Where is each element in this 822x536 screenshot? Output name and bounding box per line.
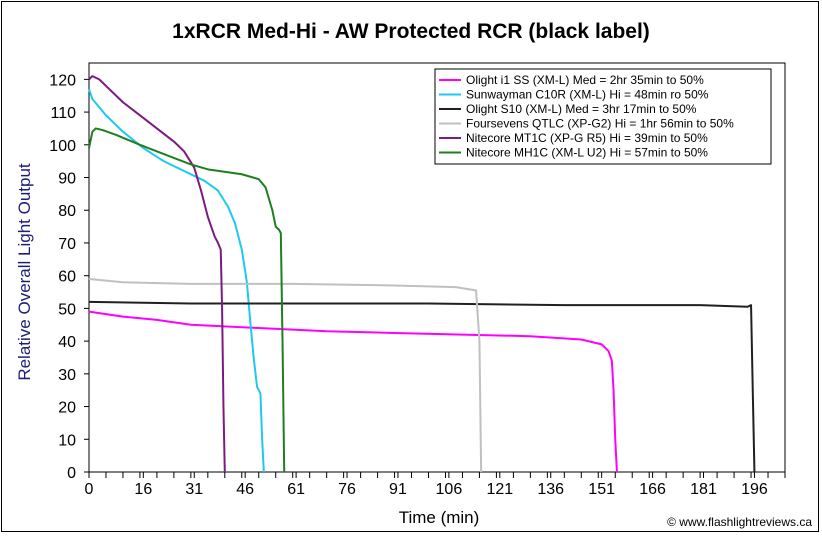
legend-label: Foursevens QTLC (XP-G2) Hi = 1hr 56min t… bbox=[466, 117, 734, 131]
x-tick-label: 46 bbox=[236, 481, 254, 498]
legend-label: Olight S10 (XM-L) Med = 3hr 17min to 50% bbox=[466, 102, 697, 116]
x-tick-label: 61 bbox=[287, 481, 305, 498]
x-tick-label: 121 bbox=[486, 481, 513, 498]
series-line-3 bbox=[88, 300, 756, 473]
y-tick-label: 70 bbox=[58, 236, 76, 253]
x-tick-label: 196 bbox=[741, 481, 768, 498]
x-tick-label: 181 bbox=[690, 481, 717, 498]
legend-label: Sunwayman C10R (XM-L) Hi = 48min ro 50% bbox=[466, 88, 709, 102]
y-axis-title: Relative Overall Light Output bbox=[15, 163, 34, 381]
legend-label: Olight i1 SS (XM-L) Med = 2hr 35min to 5… bbox=[466, 73, 704, 87]
x-tick-label: 136 bbox=[537, 481, 564, 498]
x-tick-label: 106 bbox=[436, 481, 463, 498]
legend-label: Nitecore MH1C (XM-L U2) Hi = 57min to 50… bbox=[466, 146, 708, 160]
x-tick-label: 0 bbox=[85, 481, 94, 498]
y-tick-label: 20 bbox=[58, 400, 76, 417]
x-tick-label: 76 bbox=[338, 481, 356, 498]
x-tick-label: 166 bbox=[639, 481, 666, 498]
y-tick-label: 50 bbox=[58, 301, 76, 318]
y-tick-label: 40 bbox=[58, 334, 76, 351]
y-tick-label: 30 bbox=[58, 367, 76, 384]
y-tick-label: 110 bbox=[50, 105, 76, 122]
y-tick-label: 0 bbox=[67, 465, 76, 482]
legend-box bbox=[434, 68, 772, 165]
legend-label: Nitecore MT1C (XP-G R5) Hi = 39min to 50… bbox=[466, 131, 708, 145]
x-tick-label: 151 bbox=[588, 481, 615, 498]
series-line-1 bbox=[88, 310, 618, 473]
series-line-2 bbox=[88, 88, 265, 473]
series-line-5 bbox=[88, 75, 226, 473]
series-line-4 bbox=[88, 277, 483, 473]
y-tick-label: 60 bbox=[58, 269, 76, 286]
y-tick-label: 120 bbox=[49, 72, 76, 89]
series-line-6 bbox=[88, 127, 286, 473]
x-tick-label: 16 bbox=[134, 481, 152, 498]
chart-title: 1xRCR Med-Hi - AW Protected RCR (black l… bbox=[172, 20, 650, 43]
y-tick-label: 80 bbox=[58, 203, 76, 220]
credit-text: © www.flashlightreviews.ca bbox=[667, 515, 812, 529]
y-tick-label: 100 bbox=[49, 138, 76, 155]
x-tick-label: 91 bbox=[389, 481, 407, 498]
x-tick-label: 31 bbox=[185, 481, 203, 498]
y-tick-label: 90 bbox=[58, 171, 76, 188]
x-axis-title: Time (min) bbox=[399, 508, 480, 527]
y-tick-label: 10 bbox=[58, 432, 76, 449]
